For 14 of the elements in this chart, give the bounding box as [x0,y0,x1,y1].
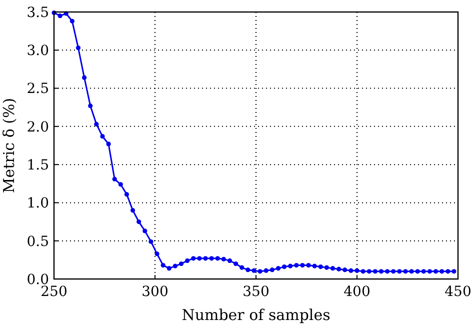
y-axis-title: Metric δ (%) [0,98,18,194]
x-tick-label: 450 [444,284,472,300]
x-tick-label: 400 [344,284,370,300]
x-axis-title: Number of samples [182,306,330,324]
y-tick-label: 2.5 [26,81,49,98]
x-tick-label: 350 [242,284,270,300]
y-tick-label: 1.5 [26,157,49,174]
x-tick-label: 250 [40,284,68,300]
y-tick-label: 3.5 [26,4,49,21]
y-tick-label: 3.0 [26,43,49,60]
x-tick-label: 300 [142,284,168,300]
y-tick-label: 1.0 [26,196,49,212]
y-tick-label: 0.5 [26,234,49,250]
y-tick-label: 2.0 [26,119,49,136]
